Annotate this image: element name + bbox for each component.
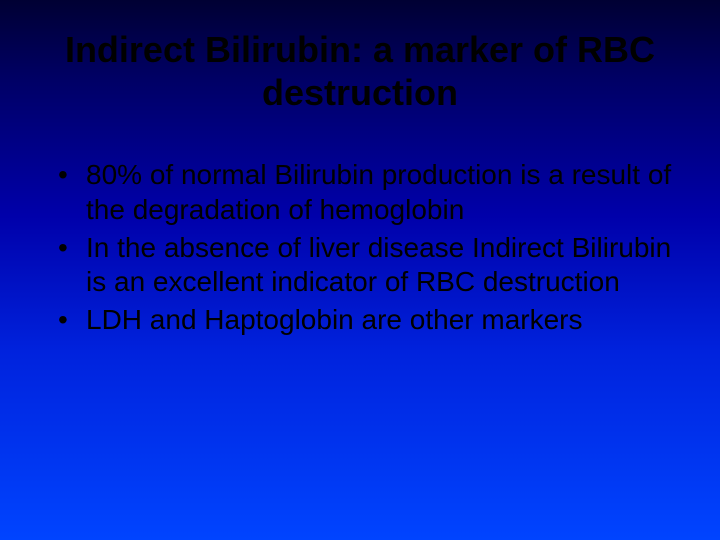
slide-title: Indirect Bilirubin: a marker of RBC dest… xyxy=(36,28,684,114)
list-item: In the absence of liver disease Indirect… xyxy=(58,231,684,299)
list-item: 80% of normal Bilirubin production is a … xyxy=(58,158,684,226)
bullet-list: 80% of normal Bilirubin production is a … xyxy=(36,158,684,337)
slide: Indirect Bilirubin: a marker of RBC dest… xyxy=(0,0,720,540)
list-item: LDH and Haptoglobin are other markers xyxy=(58,303,684,337)
